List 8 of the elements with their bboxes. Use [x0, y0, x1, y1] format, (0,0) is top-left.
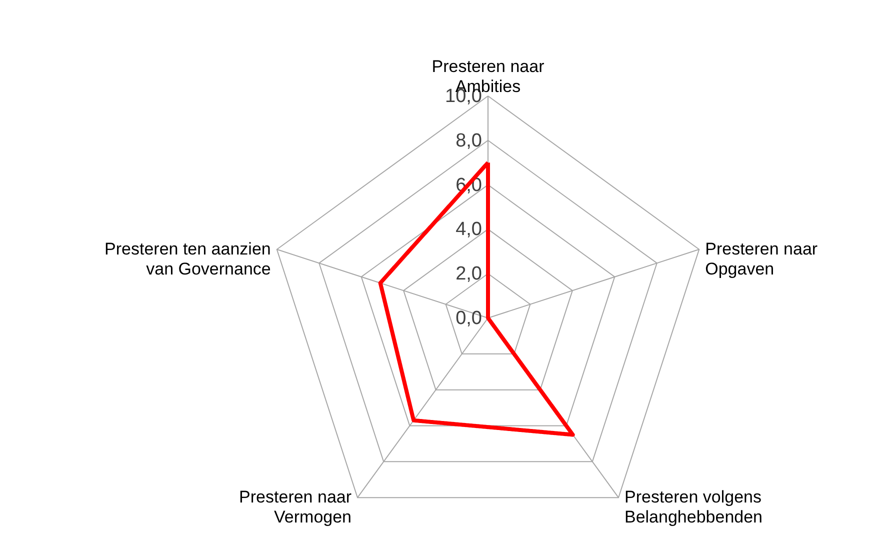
y-tick-label: 0,0 — [456, 308, 482, 329]
spoke-label: Presteren naar Opgaven — [705, 239, 818, 278]
spoke-label: Presteren ten aanzien van Governance — [104, 239, 271, 278]
y-tick-label: 2,0 — [456, 264, 482, 285]
spoke-label: Presteren volgens Belanghebbenden — [624, 488, 763, 527]
spoke-label: Presteren naar Vermogen — [239, 488, 352, 527]
y-tick-label: 4,0 — [456, 219, 482, 240]
y-tick-label: 8,0 — [456, 130, 482, 152]
